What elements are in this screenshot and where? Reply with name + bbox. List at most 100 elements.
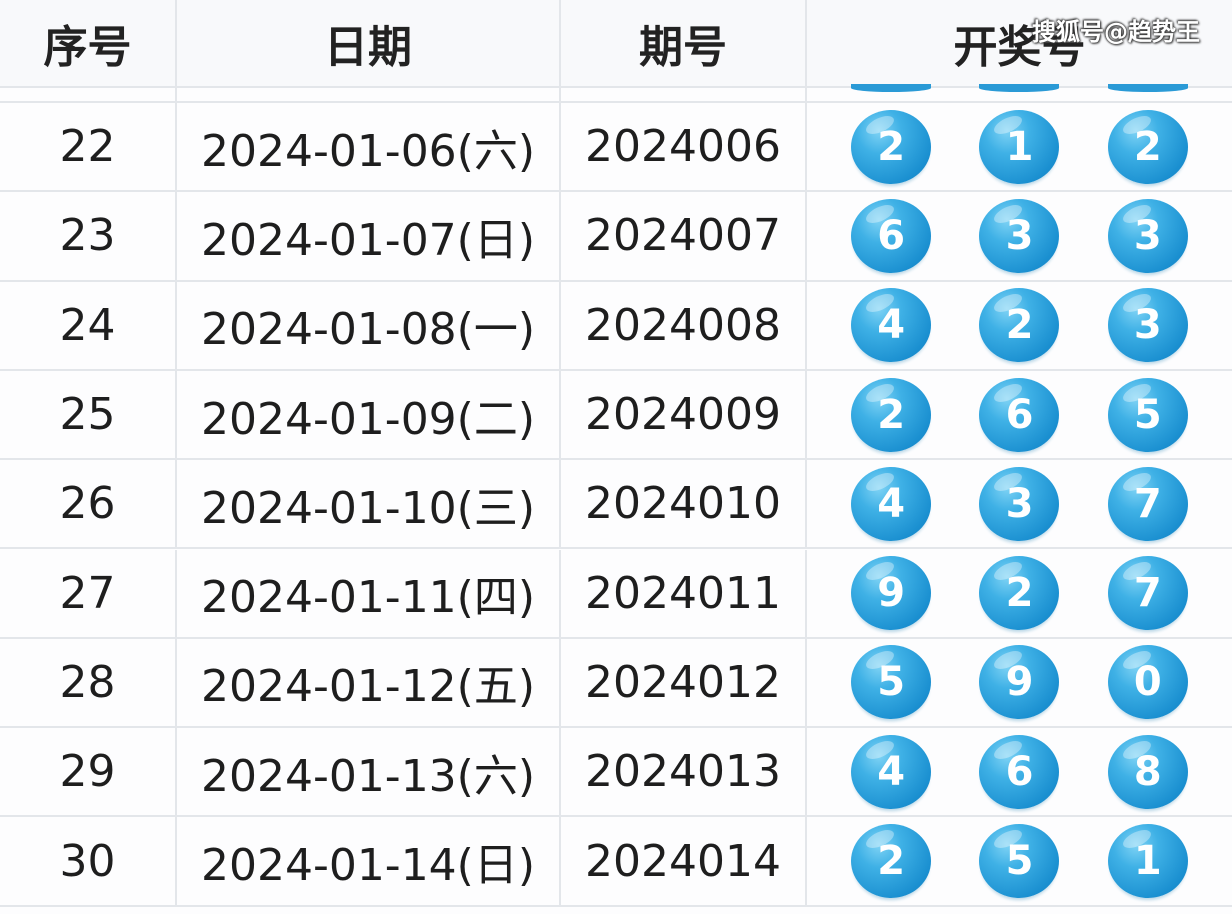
row-numbers: 2 6 5 [807, 371, 1232, 458]
table-row: 26 2024-01-10(三) 2024010 4 3 7 [0, 460, 1232, 550]
row-numbers: 9 2 7 [807, 550, 1232, 637]
row-numbers: 4 2 3 [807, 282, 1232, 369]
row-issue: 2024013 [561, 728, 807, 816]
row-numbers: 2 5 1 [807, 817, 1232, 904]
row-date: 2024-01-14(日) [177, 817, 561, 905]
number-ball: 9 [979, 645, 1060, 720]
ball-number: 2 [1133, 123, 1162, 170]
number-ball: 2 [851, 824, 932, 899]
partial-cell [0, 88, 177, 101]
ball-number: 2 [877, 391, 906, 438]
row-numbers: 6 3 3 [807, 192, 1232, 279]
ball-number: 3 [1005, 212, 1034, 259]
row-index: 30 [0, 817, 177, 905]
table-row: 28 2024-01-12(五) 2024012 5 9 0 [0, 638, 1232, 729]
ball-number: 9 [1005, 659, 1034, 706]
number-ball: 0 [1107, 645, 1188, 720]
row-issue: 2024014 [561, 817, 807, 905]
table-row: 30 2024-01-14(日) 2024014 2 5 1 [0, 817, 1232, 907]
partial-cell [177, 88, 561, 101]
ball-number: 5 [1005, 838, 1034, 885]
row-numbers: 5 9 0 [807, 639, 1232, 726]
ball-number: 2 [1005, 302, 1034, 349]
table-row: 24 2024-01-08(一) 2024008 4 2 3 [0, 281, 1232, 371]
ball-number: 1 [1005, 123, 1034, 170]
row-date: 2024-01-10(三) [177, 460, 561, 548]
row-issue: 2024011 [561, 549, 807, 637]
table-row: 2 5 2024-01-09(二) 2024009 2 6 5 [0, 370, 1232, 461]
ball-number: 0 [1133, 659, 1162, 706]
number-ball: 5 [851, 645, 932, 720]
row-date: 2024-01-12(五) [177, 638, 561, 727]
number-ball: 7 [1107, 466, 1188, 541]
ball-number: 1 [1133, 838, 1162, 885]
ball-number: 3 [1133, 212, 1162, 259]
ball-number: 3 [1005, 480, 1034, 527]
number-ball: 6 [979, 734, 1060, 809]
partial-cell [561, 88, 807, 101]
ball-number: 5 [877, 659, 906, 706]
table-row: 29 2024-01-13(六) 2024013 4 6 8 [0, 728, 1232, 818]
ball-fragment [979, 84, 1060, 92]
number-ball: 3 [979, 466, 1060, 541]
header-index: 序号 [0, 0, 177, 86]
watermark: 搜狐号@趋势王 [1032, 18, 1200, 46]
number-ball: 8 [1107, 734, 1188, 809]
number-ball: 2 [851, 377, 932, 452]
number-ball: 5 [979, 824, 1060, 899]
ball-fragment [851, 84, 932, 92]
number-ball: 2 [979, 556, 1060, 631]
ball-number: 8 [1133, 748, 1162, 795]
ball-number: 2 [877, 838, 906, 885]
header-issue: 期号 [561, 0, 807, 86]
header-numbers: 开奖号 [953, 22, 1086, 73]
row-issue: 2024012 [561, 638, 807, 727]
number-ball: 9 [851, 556, 932, 631]
number-ball: 2 [851, 109, 932, 184]
row-index: 27 [0, 549, 177, 637]
number-ball: 6 [979, 377, 1060, 452]
number-ball: 1 [979, 109, 1060, 184]
ball-number: 7 [1133, 570, 1162, 617]
number-ball: 4 [851, 288, 932, 363]
number-ball: 3 [1107, 198, 1188, 273]
number-ball: 5 [1107, 377, 1188, 452]
row-issue: 2024010 [561, 460, 807, 548]
ball-number: 4 [877, 302, 906, 349]
row-date: 2024-01-11(四) [177, 549, 561, 637]
row-date: 2024-01-06(六) [177, 103, 561, 191]
ball-number: 3 [1133, 302, 1162, 349]
ball-number: 9 [877, 570, 906, 617]
partial-cell [807, 84, 1232, 101]
number-ball: 4 [851, 466, 932, 541]
number-ball: 3 [1107, 288, 1188, 363]
table-row: 23 2024-01-07(日) 2024007 6 3 3 [0, 192, 1232, 282]
ball-fragment [1107, 84, 1188, 92]
row-index: 24 [0, 281, 177, 369]
table-header: 序号 日期 期号 开奖号 [0, 0, 1232, 88]
row-date: 2024-01-09(二) [177, 370, 561, 459]
ball-number: 6 [877, 212, 906, 259]
row-date: 2024-01-07(日) [177, 192, 561, 280]
ball-number: 6 [1005, 748, 1034, 795]
ball-number: 4 [877, 748, 906, 795]
ball-number: 2 [877, 123, 906, 170]
row-numbers: 2 1 2 [807, 103, 1232, 190]
row-index: 29 [0, 728, 177, 816]
row-numbers: 4 3 7 [807, 460, 1232, 547]
number-ball: 1 [1107, 824, 1188, 899]
row-issue: 2024007 [561, 192, 807, 280]
number-ball: 7 [1107, 556, 1188, 631]
ball-number: 5 [1133, 391, 1162, 438]
number-ball: 2 [1107, 109, 1188, 184]
row-index: 22 [0, 103, 177, 191]
row-issue: 2024008 [561, 281, 807, 369]
row-numbers: 4 6 8 [807, 728, 1232, 815]
row-date: 2024-01-08(一) [177, 281, 561, 369]
row-issue: 2024006 [561, 103, 807, 191]
row-index: 28 [0, 638, 177, 727]
number-ball: 3 [979, 198, 1060, 273]
row-issue: 2024009 [561, 370, 807, 459]
row-index: 26 [0, 460, 177, 548]
